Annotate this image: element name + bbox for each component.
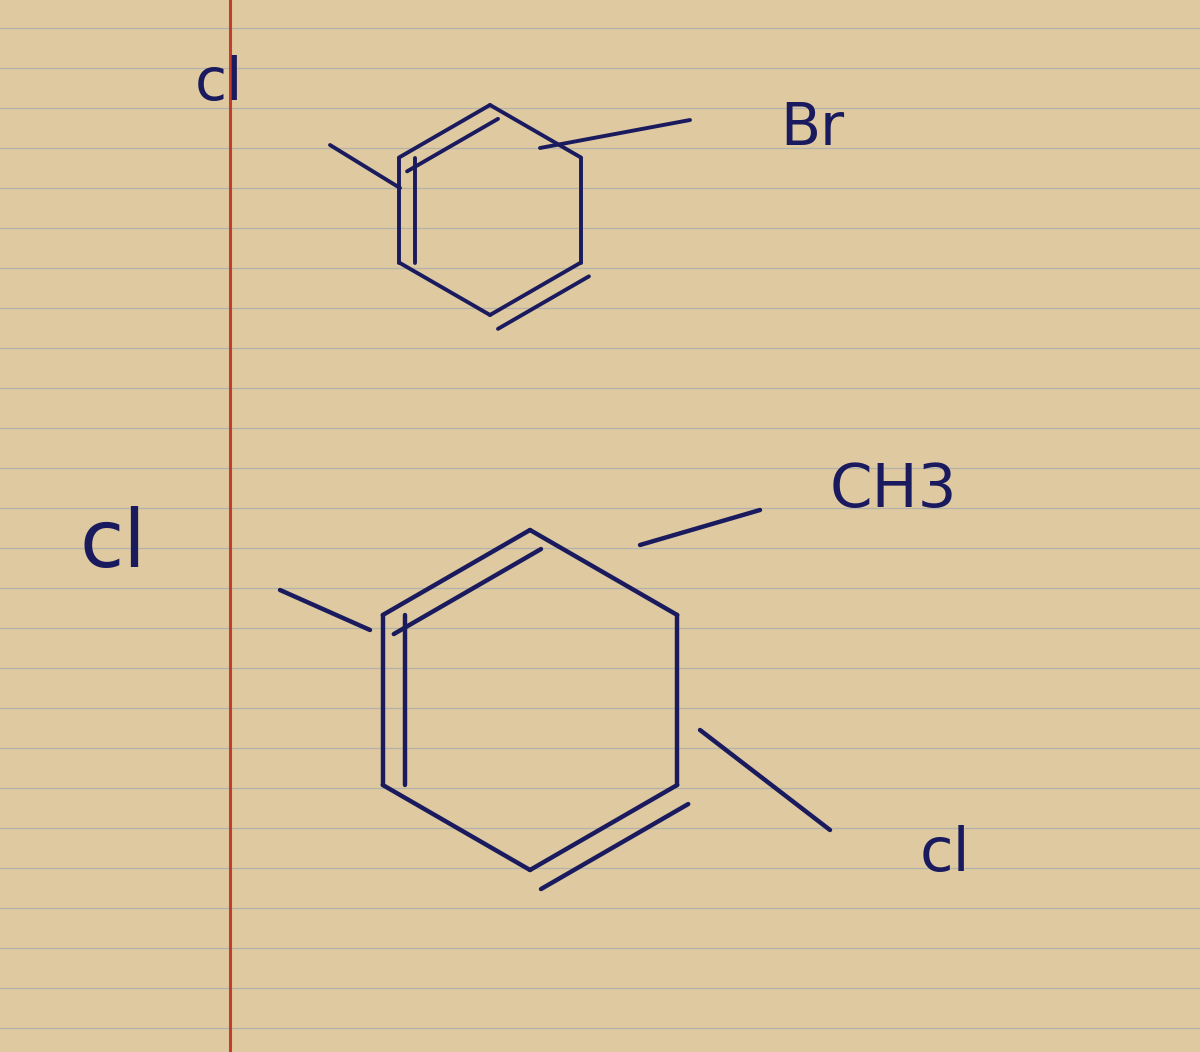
Text: cl: cl xyxy=(80,506,146,584)
Text: CH3: CH3 xyxy=(830,461,958,520)
Text: cl: cl xyxy=(920,826,971,885)
Text: Br: Br xyxy=(780,100,844,157)
Text: cl: cl xyxy=(194,55,244,112)
